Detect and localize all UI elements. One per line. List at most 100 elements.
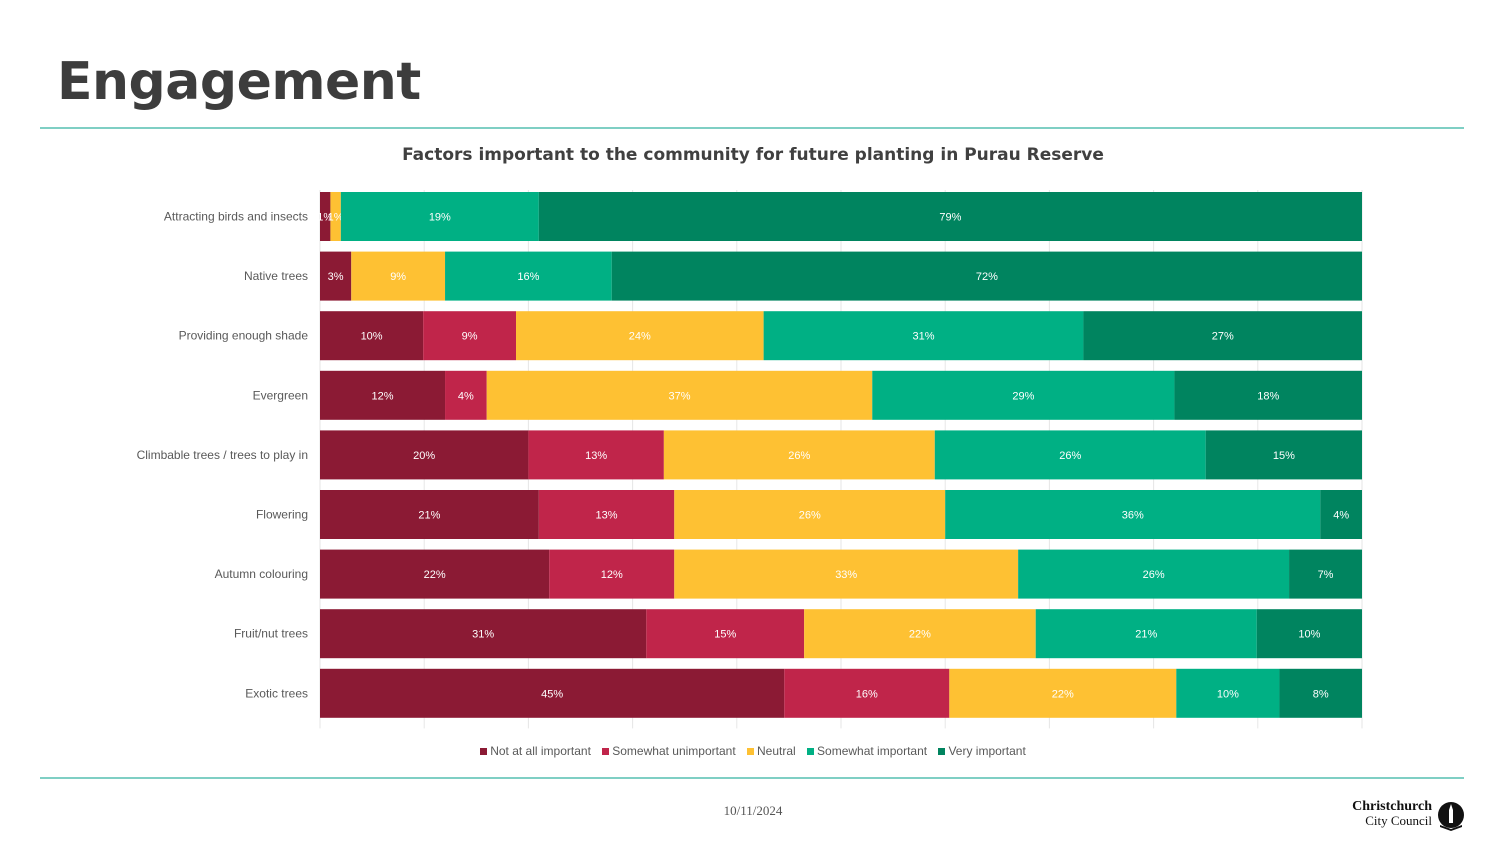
bar-segment-very-important bbox=[1289, 549, 1362, 599]
bar-segment-very-important bbox=[1279, 668, 1362, 718]
bar-segment-not-at-all-important bbox=[320, 311, 424, 361]
data-label: 9% bbox=[390, 271, 406, 283]
data-label: 18% bbox=[1257, 390, 1279, 402]
bar-segment-neutral bbox=[663, 430, 935, 480]
chart-legend: Not at all important Somewhat unimportan… bbox=[0, 744, 1506, 758]
bar-segment-very-important bbox=[1083, 311, 1362, 361]
data-label: 9% bbox=[462, 331, 478, 343]
category-label: Attracting birds and insects bbox=[164, 210, 308, 224]
data-label: 31% bbox=[913, 331, 935, 343]
bar-segment-not-at-all-important bbox=[320, 549, 550, 599]
data-label: 33% bbox=[835, 569, 857, 581]
data-label: 12% bbox=[372, 390, 394, 402]
bar-segment-very-important bbox=[611, 251, 1362, 301]
bar-segment-very-important bbox=[1320, 490, 1362, 539]
data-label: 1% bbox=[328, 212, 344, 224]
data-label: 13% bbox=[596, 510, 618, 522]
bar-segment-somewhat-unimportant bbox=[538, 490, 675, 539]
title-divider bbox=[40, 127, 1464, 129]
bar-segment-very-important bbox=[1205, 430, 1362, 480]
legend-swatch bbox=[938, 748, 946, 755]
data-label: 21% bbox=[418, 510, 440, 522]
data-label: 22% bbox=[424, 569, 446, 581]
data-label: 27% bbox=[1212, 331, 1234, 343]
category-label: Flowering bbox=[256, 508, 308, 522]
legend-item-not-at-all-important: Not at all important bbox=[480, 744, 591, 758]
data-label: 10% bbox=[361, 331, 383, 343]
data-label: 29% bbox=[1012, 390, 1034, 402]
category-label: Providing enough shade bbox=[179, 329, 309, 343]
legend-label: Somewhat unimportant bbox=[612, 744, 736, 758]
bar-segment-not-at-all-important bbox=[320, 668, 785, 718]
data-label: 37% bbox=[668, 390, 690, 402]
legend-label: Neutral bbox=[757, 744, 796, 758]
data-label: 12% bbox=[601, 569, 623, 581]
data-label: 15% bbox=[1273, 450, 1295, 462]
bar-segment-somewhat-unimportant bbox=[549, 549, 675, 599]
data-label: 21% bbox=[1135, 629, 1157, 641]
data-label: 3% bbox=[328, 271, 344, 283]
data-label: 22% bbox=[909, 629, 931, 641]
data-label: 26% bbox=[788, 450, 810, 462]
category-label: Exotic trees bbox=[245, 686, 308, 700]
data-label: 16% bbox=[856, 688, 878, 700]
bar-segment-not-at-all-important bbox=[320, 192, 331, 241]
legend-label: Somewhat important bbox=[817, 744, 928, 758]
bar-segment-somewhat-important bbox=[763, 311, 1084, 361]
legend-swatch bbox=[602, 748, 610, 755]
data-label: 24% bbox=[629, 331, 651, 343]
bar-segment-neutral bbox=[351, 251, 446, 301]
logo-line-2: City Council bbox=[1365, 813, 1432, 828]
bar-segment-somewhat-unimportant bbox=[784, 668, 950, 718]
bar-segment-somewhat-important bbox=[340, 192, 539, 241]
page-title: Engagement bbox=[57, 52, 421, 112]
bar-segment-not-at-all-important bbox=[320, 370, 446, 420]
bar-segment-very-important bbox=[538, 192, 1362, 241]
logo-line-1: Christchurch bbox=[1352, 799, 1432, 814]
bar-segment-not-at-all-important bbox=[320, 430, 529, 480]
logo-text: Christchurch City Council bbox=[1352, 800, 1432, 828]
legend-item-somewhat-unimportant: Somewhat unimportant bbox=[602, 744, 736, 758]
data-label: 26% bbox=[1143, 569, 1165, 581]
bar-segment-very-important bbox=[1174, 370, 1362, 420]
footer-divider bbox=[40, 777, 1464, 779]
bar-segment-neutral bbox=[674, 490, 946, 539]
bar-segment-somewhat-unimportant bbox=[445, 370, 487, 420]
data-label: 16% bbox=[517, 271, 539, 283]
bar-segment-very-important bbox=[1256, 609, 1362, 659]
bar-segment-neutral bbox=[330, 192, 341, 241]
bar-segment-somewhat-unimportant bbox=[528, 430, 664, 480]
data-label: 36% bbox=[1122, 510, 1144, 522]
bar-segment-neutral bbox=[804, 609, 1036, 659]
data-label: 1% bbox=[317, 212, 333, 224]
data-label: 10% bbox=[1217, 688, 1239, 700]
data-label: 31% bbox=[472, 629, 494, 641]
category-label: Fruit/nut trees bbox=[234, 627, 308, 641]
category-label: Native trees bbox=[244, 269, 308, 283]
bar-segment-somewhat-important bbox=[872, 370, 1175, 420]
bar-segment-somewhat-important bbox=[445, 251, 612, 301]
category-label: Climbable trees / trees to play in bbox=[137, 448, 308, 462]
data-label: 4% bbox=[1333, 510, 1349, 522]
data-label: 26% bbox=[1059, 450, 1081, 462]
bar-segment-somewhat-important bbox=[1018, 549, 1290, 599]
data-label: 4% bbox=[458, 390, 474, 402]
bar-segment-not-at-all-important bbox=[320, 490, 539, 539]
category-label: Evergreen bbox=[253, 388, 308, 402]
bar-segment-not-at-all-important bbox=[320, 251, 352, 301]
bar-segment-somewhat-important bbox=[1035, 609, 1257, 659]
legend-swatch bbox=[747, 748, 754, 755]
legend-item-neutral: Neutral bbox=[747, 744, 796, 758]
bar-segment-somewhat-important bbox=[1176, 668, 1280, 718]
data-label: 20% bbox=[413, 450, 435, 462]
chart-title: Factors important to the community for f… bbox=[402, 145, 1104, 165]
legend-label: Very important bbox=[948, 744, 1026, 758]
data-label: 7% bbox=[1318, 569, 1334, 581]
data-label: 79% bbox=[939, 212, 961, 224]
cathedral-emblem-icon bbox=[1438, 802, 1464, 831]
bar-segment-neutral bbox=[674, 549, 1019, 599]
data-label: 22% bbox=[1052, 688, 1074, 700]
bar-segment-neutral bbox=[949, 668, 1177, 718]
data-label: 13% bbox=[585, 450, 607, 462]
